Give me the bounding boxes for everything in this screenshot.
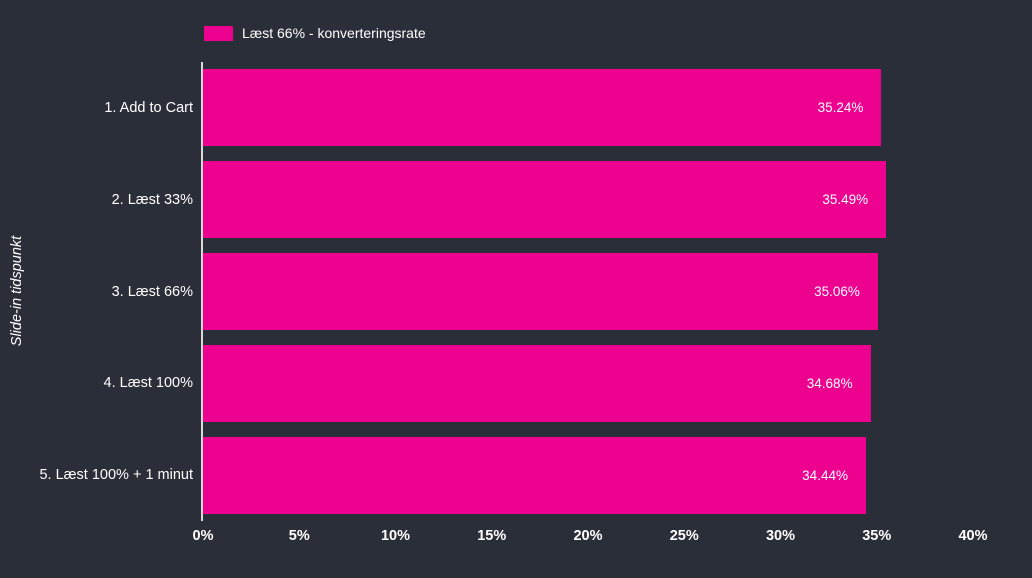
bar-2[interactable]: 35.49% — [203, 161, 887, 239]
y-axis-line — [201, 62, 203, 521]
bar-4[interactable]: 34.68% — [203, 344, 871, 422]
bar-value-label: 35.06% — [814, 284, 860, 299]
bar-1[interactable]: 35.24% — [203, 69, 882, 147]
legend[interactable]: Læst 66% - konverteringsrate — [204, 26, 426, 41]
bar-value-label: 34.44% — [802, 467, 848, 483]
legend-swatch-icon — [204, 26, 233, 41]
bar-value-label: 35.49% — [822, 192, 869, 208]
x-tick-label-15%: 15% — [477, 528, 507, 544]
category-label-3: 3. Læst 66% — [111, 283, 193, 300]
category-label-5: 5. Læst 100% + 1 minut — [39, 467, 193, 484]
category-label-4: 4. Læst 100% — [103, 375, 193, 392]
category-label-1: 1. Add to Cart — [104, 99, 193, 116]
x-tick-label-30%: 30% — [765, 528, 796, 544]
bar-value-label: 35.24% — [817, 100, 864, 116]
bar-3[interactable]: 35.06% — [203, 253, 878, 330]
x-tick-label-5%: 5% — [288, 528, 310, 544]
x-tick-label-10%: 10% — [380, 528, 411, 544]
x-tick-label-40%: 40% — [958, 528, 988, 544]
plot-area: 35.24% 35.49% 35.06% 34.68% 34.44% — [201, 62, 973, 521]
category-label-2: 2. Læst 33% — [111, 191, 193, 208]
x-tick-label-20%: 20% — [573, 528, 603, 544]
x-tick-label-35%: 35% — [862, 528, 892, 544]
legend-label: Læst 66% - konverteringsrate — [242, 25, 426, 41]
bar-5[interactable]: 34.44% — [203, 436, 866, 514]
x-tick-label-25%: 25% — [669, 528, 699, 544]
bar-value-label: 34.68% — [806, 375, 853, 391]
x-tick-label-0%: 0% — [192, 528, 214, 544]
